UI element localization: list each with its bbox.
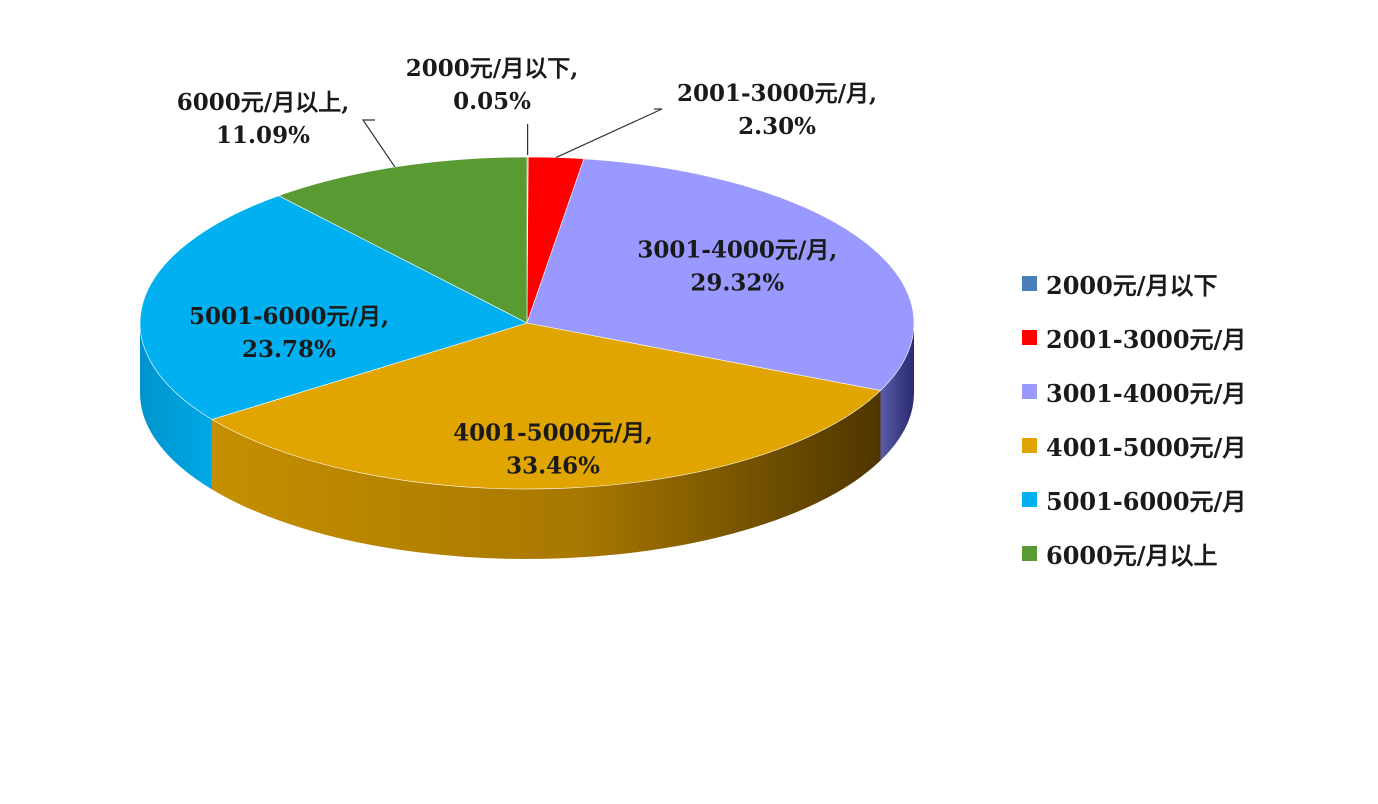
slice-5001-6000 <box>139 195 528 420</box>
legend-item: 6000元/月以上 <box>1022 526 1246 580</box>
legend-item: 3001-4000元/月 <box>1022 364 1246 418</box>
data-label-value: 29.32% <box>690 269 784 296</box>
data-label-value: 33.46% <box>506 452 600 479</box>
legend-label: 3001-4000元/月 <box>1046 378 1247 408</box>
legend-swatch <box>1022 491 1037 507</box>
leader-line-2001-3000 <box>555 108 663 159</box>
legend-swatch <box>1022 437 1037 453</box>
legend-swatch <box>1022 545 1037 561</box>
legend-label: 2001-3000元/月 <box>1046 324 1247 354</box>
leader-line-6000 <box>361 119 396 168</box>
data-label-category: 3001-4000元/月, <box>637 236 837 263</box>
data-label-category: 5001-6000元/月, <box>189 303 389 330</box>
legend-item: 2001-3000元/月 <box>1022 310 1246 364</box>
data-label-category: 2000元/月以下, <box>406 55 578 82</box>
legend-label: 4001-5000元/月 <box>1046 432 1247 462</box>
data-labels: 2000元/月以下, 0.05% 2001-3000元/月, 2.30% 3001-40… <box>177 55 877 479</box>
side-5001-6000 <box>140 323 213 490</box>
slice-6000 <box>277 156 528 324</box>
data-label-category: 6000元/月以上, <box>177 89 349 116</box>
slice-3001-4000 <box>526 158 915 391</box>
data-label-category: 4001-5000元/月, <box>453 419 653 446</box>
data-label-value: 2.30% <box>738 113 816 140</box>
legend: 2000元/月以下 2001-3000元/月 3001-4000元/月 4001-50… <box>1022 256 1246 580</box>
legend-label: 5001-6000元/月 <box>1046 486 1247 516</box>
legend-label: 2000元/月以下 <box>1046 270 1218 300</box>
data-label-value: 11.09% <box>216 122 310 149</box>
legend-item: 4001-5000元/月 <box>1022 418 1246 472</box>
slice-4001-5000 <box>211 322 882 490</box>
legend-item: 2000元/月以下 <box>1022 256 1246 310</box>
legend-label: 6000元/月以上 <box>1046 540 1218 570</box>
side-4001-5000 <box>212 390 881 559</box>
legend-item: 5001-6000元/月 <box>1022 472 1246 526</box>
legend-swatch <box>1022 329 1037 345</box>
leader-lines <box>361 108 663 168</box>
data-label-value: 0.05% <box>453 88 531 115</box>
data-label-value: 23.78% <box>242 336 336 363</box>
data-label-category: 2001-3000元/月, <box>677 80 877 107</box>
pie-top-face <box>139 156 915 490</box>
legend-swatch <box>1022 275 1037 291</box>
legend-swatch <box>1022 383 1037 399</box>
